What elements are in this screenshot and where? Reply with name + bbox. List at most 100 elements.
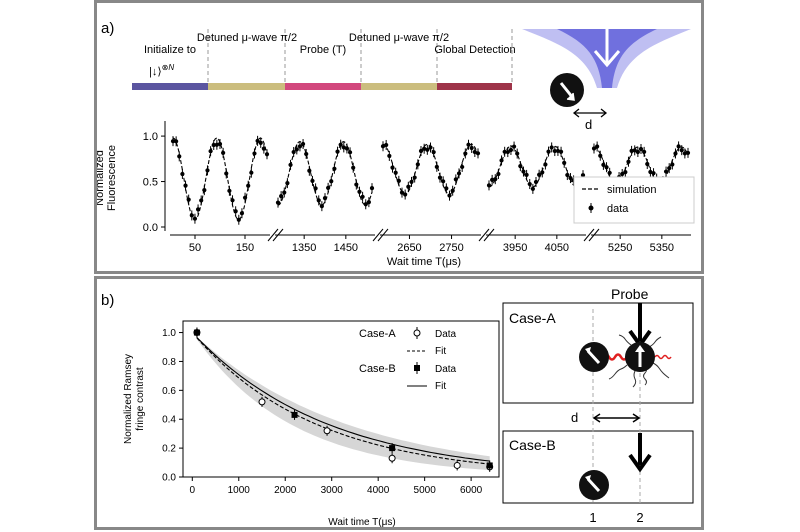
data-point [170, 139, 176, 144]
data-point [466, 142, 471, 147]
data-point [431, 150, 436, 155]
data-point [676, 144, 681, 149]
position-1-label: 1 [589, 510, 596, 525]
data-point [304, 151, 309, 157]
panel-a: a) Initialize to |↓⟩⊗N Detuned μ-wave π/… [94, 0, 704, 274]
seq-bar-init [132, 83, 208, 90]
data-point [562, 160, 567, 165]
data-point [202, 188, 207, 193]
data-point [199, 198, 204, 203]
fluorescence-legend: simulation data [573, 176, 695, 224]
data-point-case-a [323, 427, 331, 435]
legend-data-a: Data [435, 329, 457, 340]
fluorescence-xtick-label: 1350 [292, 242, 316, 254]
legend-case-a: Case-A [359, 328, 396, 340]
data-point [380, 144, 386, 149]
contrast-ytick-label: 0.8 [162, 357, 176, 368]
fluorescence-xtick-label: 1450 [334, 242, 358, 254]
data-point [418, 148, 424, 154]
data-point [186, 197, 191, 202]
data-point [393, 170, 398, 175]
data-point [682, 151, 687, 156]
fluorescence-ytick-label: 0.0 [143, 222, 158, 234]
data-point [428, 145, 433, 150]
fluorescence-xtick-label: 4050 [545, 242, 569, 254]
data-point [369, 186, 375, 191]
fluorescence-ytick-label: 0.5 [143, 177, 158, 189]
data-point [549, 145, 554, 150]
fluorescence-chart: NormalizedFluorescence Wait time T(μs) 0… [94, 121, 695, 268]
data-point [258, 140, 263, 145]
seq-label-init: Initialize to [144, 44, 196, 56]
data-point [403, 192, 408, 197]
data-point [363, 202, 368, 207]
fluorescence-xtick-label: 3950 [503, 242, 527, 254]
axis-break-icon [478, 228, 490, 242]
data-point [629, 148, 634, 153]
contrast-xtick-label: 2000 [274, 485, 297, 496]
data-point [264, 152, 270, 157]
data-point [288, 162, 293, 167]
data-point [437, 175, 443, 180]
legend-simulation: simulation [607, 184, 657, 196]
data-point [508, 147, 514, 153]
fluorescence-xlabel: Wait time T(μs) [387, 256, 461, 268]
probe-label: probe [594, 17, 620, 28]
data-point [366, 200, 371, 205]
data-point [502, 149, 507, 154]
data-point [351, 165, 356, 170]
data-point [450, 188, 455, 193]
data-point [444, 186, 449, 191]
data-point [623, 170, 628, 175]
data-point [329, 179, 334, 184]
data-point [434, 164, 439, 169]
fluorescence-xtick-label: 50 [189, 242, 201, 254]
data-point [183, 183, 188, 188]
data-point [335, 149, 340, 154]
contrast-xtick-label: 5000 [414, 485, 437, 496]
legend-fit-b: Fit [435, 381, 446, 392]
contrast-xtick-label: 6000 [460, 485, 483, 496]
pulse-sequence: Initialize to |↓⟩⊗N Detuned μ-wave π/2 P… [132, 29, 516, 90]
data-point [211, 142, 216, 148]
axis-break-icon [377, 228, 389, 242]
data-point [638, 146, 644, 152]
data-point [409, 179, 414, 185]
data-point [515, 151, 520, 156]
data-point [227, 188, 232, 193]
data-point [558, 149, 564, 154]
data-point-case-a [453, 461, 461, 469]
simulation-line [172, 137, 268, 221]
data-point [313, 186, 318, 191]
panel-b-label: b) [101, 292, 114, 309]
data-point [415, 162, 420, 167]
data-point [326, 185, 331, 190]
seq-bar-mw1 [208, 83, 285, 90]
data-point [595, 144, 600, 149]
contrast-legend: Case-A Data Fit Case-B Data Fit [359, 327, 457, 392]
data-point [189, 213, 194, 218]
contrast-ylabel: Normalized Ramseyfringe contrast [123, 354, 146, 444]
data-point [580, 173, 586, 178]
data-point [347, 150, 353, 155]
axis-break-icon [583, 228, 595, 242]
data-point [518, 164, 523, 169]
panel-b-svg: b) Normalized Ramseyfringe contrast Wait… [101, 286, 694, 528]
data-point [425, 147, 430, 152]
fluorescence-xtick-label: 5250 [608, 242, 632, 254]
contrast-chart: Normalized Ramseyfringe contrast Wait ti… [123, 320, 500, 528]
contrast-xtick-label: 1000 [228, 485, 251, 496]
data-point [598, 153, 603, 158]
probe-label-b: Probe [611, 286, 649, 302]
data-point [307, 168, 312, 173]
data-point [297, 144, 303, 149]
data-point [511, 144, 517, 149]
case-diagram: Probe Case-A Case-B d 1 2 [502, 286, 694, 525]
data-point [499, 158, 504, 163]
data-point [667, 166, 672, 171]
axis-break-icon [483, 228, 495, 242]
data-point [505, 149, 510, 155]
data-point [390, 165, 395, 170]
data-point-case-b [486, 462, 493, 469]
data-point [344, 146, 350, 151]
